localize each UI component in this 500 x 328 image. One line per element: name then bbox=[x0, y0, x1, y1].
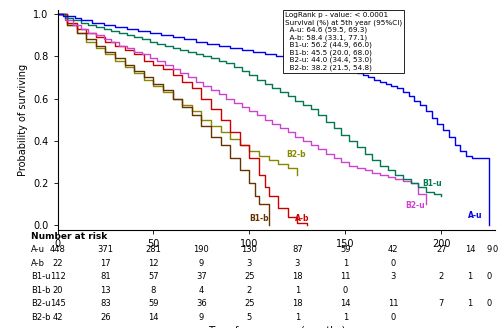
Text: B2-b: B2-b bbox=[286, 150, 306, 159]
Text: 12: 12 bbox=[148, 259, 158, 268]
Text: 27: 27 bbox=[436, 245, 446, 254]
Text: B1-b: B1-b bbox=[30, 286, 50, 295]
Text: 7: 7 bbox=[438, 299, 444, 308]
Text: 9: 9 bbox=[199, 259, 204, 268]
Y-axis label: Probability of surviving: Probability of surviving bbox=[18, 64, 28, 176]
Text: A-u: A-u bbox=[30, 245, 44, 254]
Text: 0: 0 bbox=[390, 313, 396, 322]
Text: 81: 81 bbox=[100, 272, 111, 281]
Text: A-u: A-u bbox=[468, 211, 482, 220]
Text: 1: 1 bbox=[342, 313, 348, 322]
Text: 0: 0 bbox=[492, 245, 498, 254]
Text: 1: 1 bbox=[294, 286, 300, 295]
Text: 11: 11 bbox=[340, 272, 350, 281]
Text: 59: 59 bbox=[148, 299, 158, 308]
Text: 57: 57 bbox=[148, 272, 159, 281]
Text: 36: 36 bbox=[196, 299, 207, 308]
Text: 0: 0 bbox=[486, 299, 492, 308]
Text: 26: 26 bbox=[100, 313, 111, 322]
Text: 87: 87 bbox=[292, 245, 302, 254]
Text: 14: 14 bbox=[340, 299, 350, 308]
Text: 59: 59 bbox=[340, 245, 350, 254]
Text: 13: 13 bbox=[100, 286, 111, 295]
Text: 25: 25 bbox=[244, 272, 254, 281]
Text: 281: 281 bbox=[146, 245, 162, 254]
Text: 14: 14 bbox=[148, 313, 158, 322]
Text: B1-b: B1-b bbox=[250, 214, 269, 223]
Text: 145: 145 bbox=[50, 299, 66, 308]
Text: B1-u: B1-u bbox=[422, 179, 442, 188]
Text: 3: 3 bbox=[390, 272, 396, 281]
Text: 112: 112 bbox=[50, 272, 66, 281]
Text: 25: 25 bbox=[244, 299, 254, 308]
Text: 3: 3 bbox=[294, 259, 300, 268]
Text: 18: 18 bbox=[292, 299, 302, 308]
Text: 5: 5 bbox=[247, 313, 252, 322]
Text: 371: 371 bbox=[98, 245, 114, 254]
Text: 2: 2 bbox=[247, 286, 252, 295]
Text: 0: 0 bbox=[390, 259, 396, 268]
Text: A-b: A-b bbox=[296, 214, 310, 223]
Text: 1: 1 bbox=[468, 272, 472, 281]
Text: 14: 14 bbox=[465, 245, 475, 254]
Text: 9: 9 bbox=[486, 245, 492, 254]
Text: B1-u: B1-u bbox=[30, 272, 50, 281]
Text: 0: 0 bbox=[342, 286, 348, 295]
Text: 17: 17 bbox=[100, 259, 111, 268]
Text: A-b: A-b bbox=[30, 259, 44, 268]
Text: Time from surgery (months): Time from surgery (months) bbox=[208, 326, 345, 328]
Text: LogRank p - value: < 0.0001
Survival (%) at 5th year (95%CI)
  A-u: 64.6 (59.5, : LogRank p - value: < 0.0001 Survival (%)… bbox=[285, 12, 402, 71]
Text: 42: 42 bbox=[52, 313, 63, 322]
Text: 4: 4 bbox=[199, 286, 204, 295]
Text: 18: 18 bbox=[292, 272, 302, 281]
Text: B2-u: B2-u bbox=[30, 299, 50, 308]
Text: 1: 1 bbox=[468, 299, 472, 308]
Text: 2: 2 bbox=[438, 272, 444, 281]
Text: 8: 8 bbox=[151, 286, 156, 295]
Text: 1: 1 bbox=[294, 313, 300, 322]
Text: Number at risk: Number at risk bbox=[30, 232, 107, 241]
Text: 37: 37 bbox=[196, 272, 207, 281]
Text: 190: 190 bbox=[194, 245, 210, 254]
Text: 1: 1 bbox=[342, 259, 348, 268]
Text: 42: 42 bbox=[388, 245, 398, 254]
Text: 9: 9 bbox=[199, 313, 204, 322]
Text: 22: 22 bbox=[52, 259, 63, 268]
Text: 11: 11 bbox=[388, 299, 398, 308]
Text: B2-b: B2-b bbox=[30, 313, 50, 322]
Text: 83: 83 bbox=[100, 299, 111, 308]
Text: 20: 20 bbox=[52, 286, 63, 295]
Text: 3: 3 bbox=[246, 259, 252, 268]
Text: 130: 130 bbox=[242, 245, 258, 254]
Text: B2-u: B2-u bbox=[405, 200, 424, 210]
Text: 448: 448 bbox=[50, 245, 66, 254]
Text: 0: 0 bbox=[486, 272, 492, 281]
